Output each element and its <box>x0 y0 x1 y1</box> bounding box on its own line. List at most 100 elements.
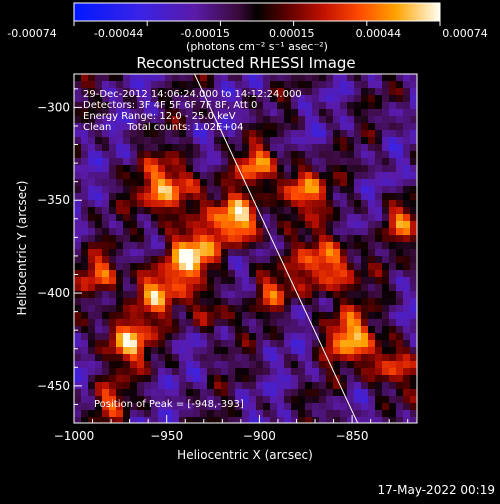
flux-pixel <box>284 284 292 292</box>
flux-pixel <box>193 284 201 292</box>
flux-pixel <box>137 109 145 117</box>
flux-pixel <box>312 284 320 292</box>
flux-pixel <box>403 179 411 187</box>
flux-pixel <box>368 389 376 397</box>
flux-pixel <box>95 144 103 152</box>
flux-pixel <box>158 158 166 166</box>
flux-pixel <box>284 291 292 299</box>
flux-pixel <box>284 389 292 397</box>
flux-pixel <box>200 123 208 131</box>
flux-pixel <box>277 319 285 327</box>
flux-pixel <box>277 263 285 271</box>
flux-pixel <box>389 333 397 341</box>
flux-pixel <box>214 333 222 341</box>
flux-pixel <box>109 347 117 355</box>
flux-pixel <box>200 88 208 96</box>
flux-pixel <box>109 228 117 236</box>
flux-pixel <box>242 165 250 173</box>
flux-pixel <box>228 333 236 341</box>
flux-pixel <box>95 186 103 194</box>
flux-pixel <box>361 312 369 320</box>
flux-pixel <box>403 207 411 215</box>
flux-pixel <box>214 410 222 418</box>
flux-pixel <box>256 347 264 355</box>
flux-pixel <box>291 130 299 138</box>
flux-pixel <box>88 284 96 292</box>
flux-pixel <box>123 354 131 362</box>
flux-pixel <box>214 403 222 411</box>
flux-pixel <box>347 123 355 131</box>
flux-pixel <box>270 221 278 229</box>
flux-pixel <box>179 193 187 201</box>
flux-pixel <box>382 137 390 145</box>
flux-pixel <box>305 165 313 173</box>
flux-pixel <box>109 319 117 327</box>
flux-pixel <box>200 144 208 152</box>
flux-pixel <box>396 382 404 390</box>
flux-pixel <box>95 403 103 411</box>
flux-pixel-map <box>74 74 417 423</box>
flux-pixel <box>221 354 229 362</box>
flux-pixel <box>319 354 327 362</box>
flux-pixel <box>389 179 397 187</box>
flux-pixel <box>88 298 96 306</box>
flux-pixel <box>396 375 404 383</box>
flux-pixel <box>228 270 236 278</box>
flux-pixel <box>249 291 257 299</box>
flux-pixel <box>186 312 194 320</box>
flux-pixel <box>340 249 348 257</box>
flux-pixel <box>396 361 404 369</box>
flux-pixel <box>74 144 82 152</box>
flux-pixel <box>305 144 313 152</box>
flux-pixel <box>340 312 348 320</box>
flux-pixel <box>375 389 383 397</box>
flux-pixel <box>74 81 82 89</box>
flux-pixel <box>270 151 278 159</box>
flux-pixel <box>214 207 222 215</box>
flux-pixel <box>186 193 194 201</box>
flux-pixel <box>326 193 334 201</box>
flux-pixel <box>389 151 397 159</box>
flux-pixel <box>137 200 145 208</box>
flux-pixel <box>158 375 166 383</box>
flux-pixel <box>270 284 278 292</box>
flux-pixel <box>228 200 236 208</box>
flux-pixel <box>207 263 215 271</box>
flux-pixel <box>207 382 215 390</box>
flux-pixel <box>137 305 145 313</box>
flux-pixel <box>326 270 334 278</box>
flux-pixel <box>382 207 390 215</box>
flux-pixel <box>158 361 166 369</box>
flux-pixel <box>228 319 236 327</box>
flux-pixel <box>396 165 404 173</box>
flux-pixel <box>375 403 383 411</box>
flux-pixel <box>81 270 89 278</box>
flux-pixel <box>109 207 117 215</box>
flux-pixel <box>361 109 369 117</box>
flux-pixel <box>123 319 131 327</box>
flux-pixel <box>382 270 390 278</box>
flux-pixel <box>403 186 411 194</box>
flux-pixel <box>165 242 173 250</box>
flux-pixel <box>263 214 271 222</box>
flux-pixel <box>277 144 285 152</box>
flux-pixel <box>403 319 411 327</box>
flux-pixel <box>375 130 383 138</box>
flux-pixel <box>95 242 103 250</box>
flux-pixel <box>312 333 320 341</box>
flux-pixel <box>172 165 180 173</box>
flux-pixel <box>277 130 285 138</box>
flux-pixel <box>403 361 411 369</box>
flux-pixel <box>88 95 96 103</box>
flux-pixel <box>375 298 383 306</box>
flux-pixel <box>242 102 250 110</box>
flux-pixel <box>235 221 243 229</box>
flux-pixel <box>130 109 138 117</box>
flux-pixel <box>312 326 320 334</box>
flux-pixel <box>123 123 131 131</box>
flux-pixel <box>389 256 397 264</box>
flux-pixel <box>137 291 145 299</box>
flux-pixel <box>123 270 131 278</box>
flux-pixel <box>263 137 271 145</box>
flux-pixel <box>130 382 138 390</box>
